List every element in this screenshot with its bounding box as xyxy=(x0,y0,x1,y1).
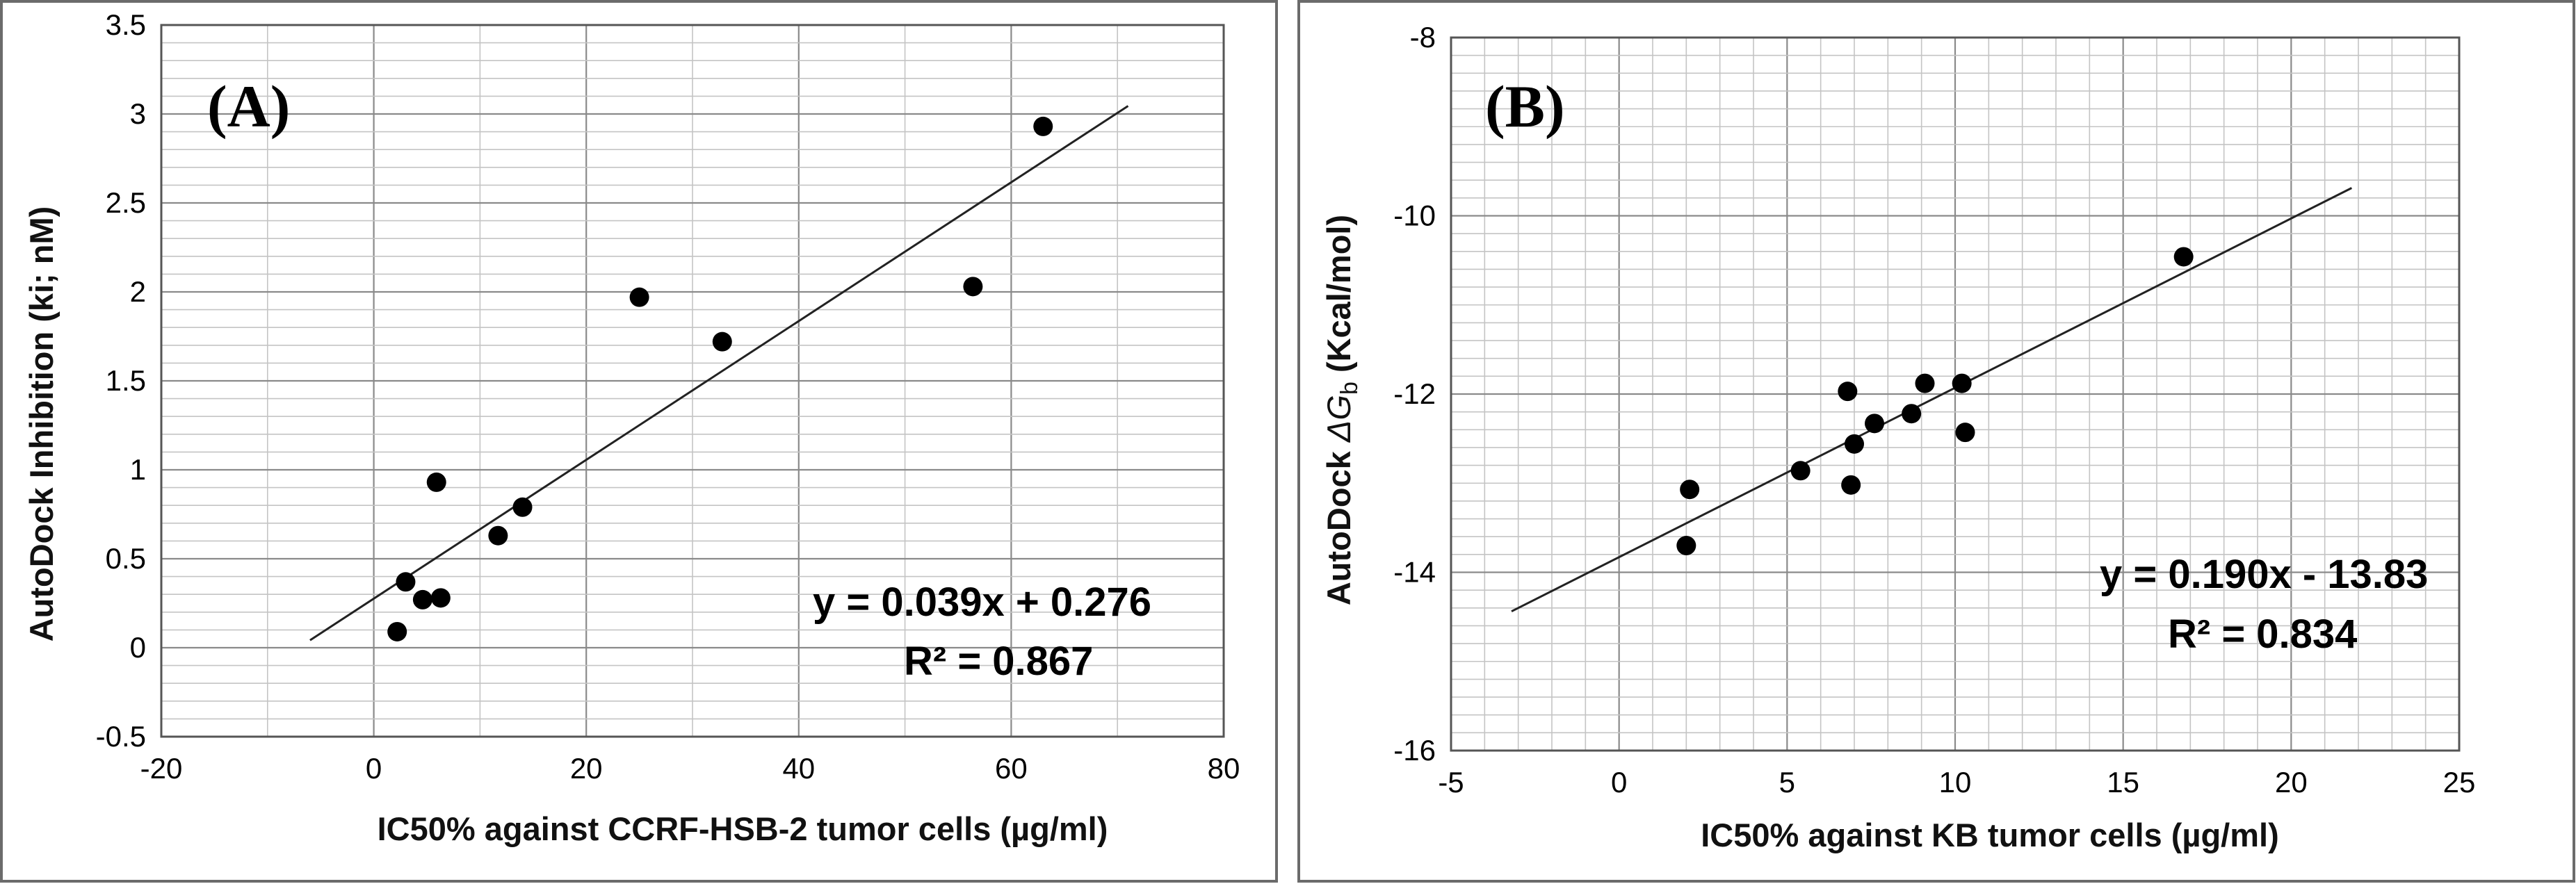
panel-a-y-tick-label: 2 xyxy=(130,275,146,308)
panel-b-y-axis-title-prefix: AutoDock xyxy=(1320,442,1357,605)
panel-b-data-point xyxy=(1865,414,1884,434)
panel-a-trendline xyxy=(309,105,1129,641)
panel-a-plot-border xyxy=(160,24,1225,738)
panel-a-data-point xyxy=(512,497,533,517)
panel-b-y-tick-label: -14 xyxy=(1393,556,1436,589)
panel-a-x-tick-label: 60 xyxy=(995,752,1028,785)
panel-b-x-tick-label: 0 xyxy=(1611,766,1627,799)
panel-b-data-point xyxy=(1680,480,1700,500)
panel-a-y-tick-label: 3.5 xyxy=(106,8,146,41)
panel-b-equation: y = 0.190x - 13.83 xyxy=(2100,552,2428,597)
panel-a-x-tick-label: 40 xyxy=(782,752,815,785)
panel-a-label: (A) xyxy=(207,73,290,140)
panel-a-y-tick-label: -0.5 xyxy=(96,720,146,753)
panel-b-trendline xyxy=(1511,187,2353,613)
panel-b-data-point xyxy=(1915,373,1935,393)
panel-b-y-tick-label: -10 xyxy=(1393,199,1436,232)
panel-b-x-tick-label: 10 xyxy=(1939,766,1972,799)
panel-a-x-tick-label: 20 xyxy=(570,752,603,785)
panel-b-chart: -5 0 5 10 15 20 25 -16 -14 -12 -10 -8 (B) y = 0.19… xyxy=(1297,0,2575,883)
panel-a-data-point xyxy=(488,525,508,546)
panel-a-y-tick-label: 1 xyxy=(130,453,146,486)
panel-a-data-point xyxy=(963,277,983,297)
panel-a-chart: -20 0 20 40 60 80 -0.5 0 0.5 1 1.5 2 2.5 3 3.5 (A) y … xyxy=(0,0,1278,883)
panel-a-data-point xyxy=(426,472,446,492)
panel-b-y-axis-title-subscript: b xyxy=(1336,382,1363,395)
panel-a-y-tick-label: 1.5 xyxy=(106,364,146,397)
panel-b-x-tick-label: 5 xyxy=(1779,766,1795,799)
panel-b-plot-border xyxy=(1450,36,2461,752)
panel-b-x-tick-label: 15 xyxy=(2107,766,2139,799)
panel-b-data-point xyxy=(1952,373,1972,393)
panel-b-x-tick-label: 20 xyxy=(2275,766,2308,799)
panel-b-y-ticks: -16 -14 -12 -10 -8 xyxy=(1393,21,1436,767)
panel-a-x-tick-label: 0 xyxy=(366,752,382,785)
panel-a-data-point xyxy=(1033,116,1053,136)
panel-b-data-point xyxy=(1790,461,1811,481)
panel-a-r-squared: R² = 0.867 xyxy=(904,639,1093,684)
panel-b-data-point xyxy=(1676,536,1696,556)
panel-a-equation: y = 0.039x + 0.276 xyxy=(813,580,1151,625)
panel-b-y-tick-label: -16 xyxy=(1393,734,1436,767)
panel-b-y-tick-label: -12 xyxy=(1393,377,1436,410)
panel-b-x-ticks: -5 0 5 10 15 20 25 xyxy=(1438,766,2475,799)
panel-b-grid xyxy=(1450,36,2461,752)
panel-a-data-point xyxy=(629,287,649,307)
panel-b-data-point xyxy=(1845,434,1864,454)
panel-a-data-point xyxy=(430,588,451,608)
panel-b-y-axis-title-suffix: (Kcal/mol) xyxy=(1320,215,1357,382)
panel-a-data-point xyxy=(712,332,732,352)
panel-a-data-point xyxy=(396,572,416,592)
panel-b-points xyxy=(1676,247,2194,556)
panel-a-x-axis-title: IC50% against CCRF-HSB-2 tumor cells (µg… xyxy=(378,810,1108,847)
panel-b-data-point xyxy=(2173,247,2194,267)
panel-b-x-tick-label: -5 xyxy=(1438,766,1464,799)
panel-a-x-tick-label: -20 xyxy=(140,752,183,785)
panel-a-y-ticks: -0.5 0 0.5 1 1.5 2 2.5 3 3.5 xyxy=(96,8,146,753)
panel-a-points xyxy=(387,116,1053,641)
panel-b-x-axis-title: IC50% against KB tumor cells (µg/ml) xyxy=(1701,817,2278,853)
panel-b-data-point xyxy=(1838,382,1858,402)
panel-b-y-tick-label: -8 xyxy=(1410,21,1436,54)
panel-b-label: (B) xyxy=(1485,73,1565,140)
panel-a-data-point xyxy=(412,589,432,609)
panel-b-x-tick-label: 25 xyxy=(2443,766,2476,799)
panel-a-y-tick-label: 0 xyxy=(130,631,146,664)
panel-b-data-point xyxy=(1841,475,1861,495)
panel-a-x-ticks: -20 0 20 40 60 80 xyxy=(140,752,1240,785)
panel-b-data-point xyxy=(1955,423,1975,443)
panel-a-x-tick-label: 80 xyxy=(1208,752,1240,785)
panel-b-data-point xyxy=(1902,404,1922,424)
panel-a-y-tick-label: 3 xyxy=(130,97,146,130)
panel-b-r-squared: R² = 0.834 xyxy=(2168,612,2357,657)
panel-b-y-axis-title: AutoDock ΔGb (Kcal/mol) xyxy=(1320,215,1363,605)
panel-a-y-tick-label: 2.5 xyxy=(106,186,146,219)
panel-a-y-tick-label: 0.5 xyxy=(106,542,146,575)
panel-a-y-axis-title: AutoDock Inhibition (ki; nM) xyxy=(23,206,60,642)
panel-b-y-axis-title-symbol: ΔG xyxy=(1320,395,1357,443)
panel-a-grid xyxy=(160,24,1225,738)
panel-a-data-point xyxy=(387,621,407,641)
